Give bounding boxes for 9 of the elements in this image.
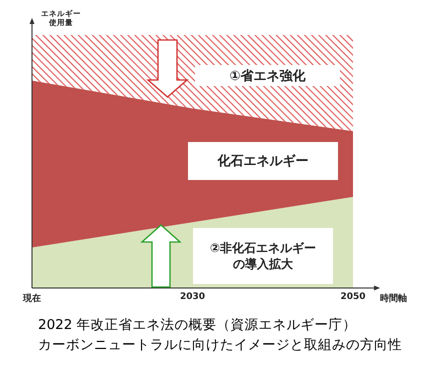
picture-label-box: ①省エネ強化	[195, 65, 340, 86]
text: カーボンニュートラルに向けたイメージと取組みの方向性	[38, 336, 402, 354]
text: 2022 年改正省エネ法の概要（資源エネルギー庁）	[38, 316, 357, 334]
picture-label-box: ②非化石エネルギーの導入拡大	[193, 228, 333, 284]
picture-label-box: 化石エネルギー	[188, 142, 338, 180]
x-tick-label: 2050	[340, 292, 366, 302]
x-tick-label: 現在	[23, 292, 41, 305]
x-axis-title: 時間軸	[380, 292, 407, 305]
x-tick-label: 2030	[180, 292, 206, 302]
